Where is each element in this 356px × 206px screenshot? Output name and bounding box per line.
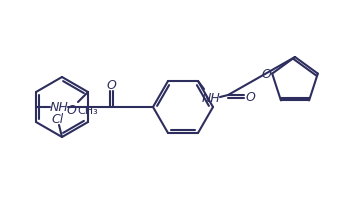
Text: O: O (245, 90, 255, 103)
Text: CH₃: CH₃ (77, 105, 98, 115)
Text: NH: NH (201, 91, 220, 104)
Text: O: O (261, 68, 271, 81)
Text: O: O (66, 104, 76, 117)
Text: O: O (106, 79, 116, 92)
Text: NH: NH (49, 101, 68, 114)
Text: Cl: Cl (52, 113, 64, 126)
